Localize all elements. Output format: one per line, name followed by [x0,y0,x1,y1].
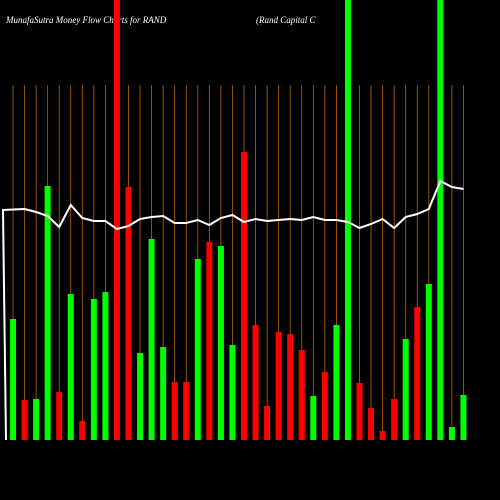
chart-title: MunafaSutra Money Flow Charts for RAND [5,15,167,25]
bar [160,347,167,440]
bar [148,239,155,440]
bar [460,395,467,440]
bar [217,246,224,440]
bar [287,334,294,440]
bar [333,325,340,440]
bar [56,392,63,440]
bar [344,0,351,440]
bar [356,383,363,440]
bar [183,382,190,440]
chart-subtitle: (Rand Capital C [256,15,316,25]
bar [264,406,271,440]
bar [252,325,259,440]
bar [102,292,109,440]
bar [275,332,282,440]
bar [241,152,247,440]
bar [206,242,213,440]
bar [33,399,40,440]
bar [67,294,74,440]
bar [44,186,51,440]
bar [321,372,328,440]
bar [194,259,201,440]
bar [21,400,28,440]
bar [79,421,86,440]
bar [125,187,132,440]
bar [391,399,398,440]
bar [298,350,305,440]
bar [437,0,444,440]
bar [402,339,409,440]
bar [425,284,432,440]
bar [90,299,97,440]
bar [229,345,236,440]
bar [113,0,120,440]
money-flow-line [1,179,464,441]
bar [368,408,375,440]
bar [414,307,421,440]
bar [310,396,317,440]
bar [448,427,455,440]
bar [10,319,16,440]
bar [137,353,144,440]
bar [379,431,386,440]
bar [171,382,178,440]
